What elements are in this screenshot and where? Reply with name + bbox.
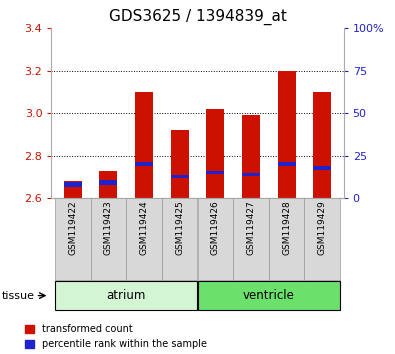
Bar	[171, 175, 188, 178]
Text: GSM119423: GSM119423	[104, 201, 113, 256]
Text: GSM119422: GSM119422	[68, 201, 77, 255]
Bar	[100, 171, 117, 180]
Text: GSM119426: GSM119426	[211, 201, 220, 256]
Bar	[100, 185, 117, 198]
Bar	[64, 187, 82, 198]
Bar	[242, 176, 260, 198]
Bar	[135, 92, 153, 162]
Text: GSM119429: GSM119429	[318, 201, 327, 256]
Bar	[135, 166, 153, 198]
Text: tissue: tissue	[2, 291, 35, 301]
Bar	[278, 162, 295, 166]
Bar	[135, 162, 153, 166]
Bar	[207, 171, 224, 174]
Bar	[64, 182, 82, 187]
Text: GSM119427: GSM119427	[246, 201, 256, 256]
Bar	[90, 198, 126, 280]
Bar	[313, 92, 331, 166]
Bar	[305, 198, 340, 280]
Bar	[126, 198, 162, 280]
Bar	[269, 198, 305, 280]
Bar	[64, 181, 82, 182]
Bar	[55, 198, 90, 280]
Bar	[278, 71, 295, 162]
Text: atrium: atrium	[107, 289, 146, 302]
Bar	[233, 198, 269, 280]
Legend: transformed count, percentile rank within the sample: transformed count, percentile rank withi…	[24, 324, 207, 349]
Bar	[55, 281, 198, 310]
Text: ventricle: ventricle	[243, 289, 295, 302]
Bar	[207, 109, 224, 171]
Bar	[278, 166, 295, 198]
Text: GDS3625 / 1394839_at: GDS3625 / 1394839_at	[109, 8, 286, 25]
Bar	[313, 166, 331, 170]
Text: GSM119424: GSM119424	[139, 201, 149, 255]
Bar	[207, 174, 224, 198]
Bar	[242, 173, 260, 176]
Bar	[198, 281, 340, 310]
Bar	[313, 170, 331, 198]
Bar	[242, 115, 260, 173]
Bar	[162, 198, 198, 280]
Bar	[171, 130, 188, 175]
Text: GSM119425: GSM119425	[175, 201, 184, 256]
Text: GSM119428: GSM119428	[282, 201, 291, 256]
Bar	[100, 180, 117, 185]
Bar	[198, 198, 233, 280]
Bar	[171, 178, 188, 198]
